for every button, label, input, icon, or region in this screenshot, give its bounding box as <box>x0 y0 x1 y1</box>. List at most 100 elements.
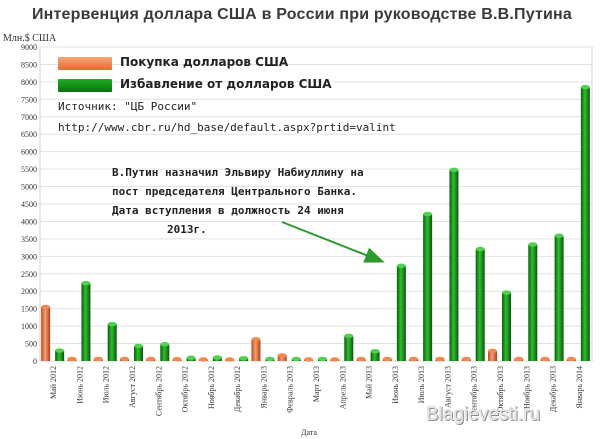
x-tick-label: Октябрь 2012 <box>181 366 190 412</box>
y-tick-label: 1500 <box>21 305 37 314</box>
x-tick-label: Июль 2012 <box>102 366 111 403</box>
x-tick-label: Май 2012 <box>49 366 58 399</box>
y-tick-label: 2500 <box>21 270 37 279</box>
bars <box>41 84 590 362</box>
bar-sell-2 <box>81 283 91 361</box>
bar-sell-13 <box>370 351 380 361</box>
legend-swatch-buy <box>58 57 112 70</box>
bar-cap-sell-11 <box>318 356 327 362</box>
x-axis-label: Дата <box>301 428 317 437</box>
bar-cap-buy-3 <box>93 356 103 362</box>
y-tick-label: 6500 <box>21 130 37 139</box>
bar-cap-sell-14 <box>396 263 406 268</box>
bar-cap-sell-9 <box>265 356 275 362</box>
legend-label-sell: Избавление от долларов США <box>120 77 332 91</box>
bar-cap-buy-4 <box>120 356 129 362</box>
bar-sell-19 <box>528 244 538 361</box>
y-tick-label: 5000 <box>21 183 37 192</box>
bar-cap-buy-15 <box>409 356 419 362</box>
x-tick-label: Март 2013 <box>312 366 321 402</box>
bar-cap-buy-13 <box>356 356 366 362</box>
watermark: Blagievesti.ru <box>426 404 541 425</box>
y-tick-label: 0 <box>33 357 37 366</box>
y-tick-label: 4000 <box>21 217 37 226</box>
bar-buy-10 <box>277 355 287 361</box>
x-tick-label: Февраль 2013 <box>286 366 295 413</box>
bar-sell-15 <box>423 214 433 361</box>
bar-cap-sell-20 <box>554 233 564 238</box>
x-tick-label: Июль 2013 <box>417 366 426 403</box>
bar-cap-sell-16 <box>449 167 459 173</box>
y-tick-label: 500 <box>25 340 37 349</box>
y-tick-label: 7500 <box>21 95 37 104</box>
x-tick-label: Ноябрь 2013 <box>522 366 531 409</box>
x-tick-label: Январь 2013 <box>259 366 268 409</box>
bar-sell-12 <box>344 335 354 361</box>
bar-sell-20 <box>554 235 564 361</box>
bar-cap-sell-8 <box>239 356 249 361</box>
x-tick-label: Август 2012 <box>128 366 137 408</box>
annotation-line-3: Дата вступления в должность 24 июня <box>112 204 344 217</box>
legend-swatch-sell <box>58 79 112 92</box>
bar-cap-sell-18 <box>502 290 511 295</box>
bar-sell-4 <box>134 345 143 361</box>
bar-sell-16 <box>449 169 459 361</box>
bar-cap-sell-7 <box>212 355 222 360</box>
bar-cap-sell-12 <box>344 333 354 339</box>
y-tick-labels: 0 500 1000 1500 2000 2500 3000 3500 4000 4500 5000… <box>21 43 37 366</box>
x-tick-label: Декабрь 2012 <box>233 366 242 412</box>
y-tick-label: 3500 <box>21 235 37 244</box>
bar-sell-3 <box>107 324 117 361</box>
bar-cap-sell-2 <box>81 280 91 286</box>
bar-cap-buy-21 <box>566 356 576 362</box>
bar-cap-sell-17 <box>475 246 485 252</box>
x-tick-label: Июнь 2012 <box>75 366 84 404</box>
bar-sell-5 <box>160 344 170 361</box>
bar-cap-buy-2 <box>67 356 77 362</box>
bar-cap-sell-5 <box>160 342 170 347</box>
annotation-line-4: 2013г. <box>167 223 207 236</box>
y-tick-label: 3000 <box>21 252 37 261</box>
x-tick-labels: Май 2012 Июнь 2012 Июль 2012 Август 2012 Сен… <box>49 366 584 416</box>
bar-cap-buy-14 <box>382 356 392 362</box>
bar-cap-buy-5 <box>146 356 156 362</box>
bar-cap-buy-12 <box>330 357 340 362</box>
y-tick-label: 2000 <box>21 287 37 296</box>
bar-cap-buy-11 <box>304 357 313 362</box>
bar-cap-sell-19 <box>528 242 538 247</box>
bar-cap-sell-13 <box>370 349 380 354</box>
y-tick-label: 9000 <box>21 43 37 52</box>
annotation-text: В.Путин назначил Эльвиру Набиуллину на п… <box>112 163 380 239</box>
x-tick-label: Сентябрь 2012 <box>154 366 163 416</box>
bar-cap-buy-9 <box>251 337 261 342</box>
source-label: Источник: "ЦБ России" <box>58 100 198 113</box>
bar-buy-9 <box>251 339 261 361</box>
bar-cap-buy-18 <box>488 348 497 354</box>
bar-cap-buy-6 <box>172 357 182 362</box>
bar-cap-buy-1 <box>41 304 51 310</box>
bar-cap-buy-10 <box>277 353 287 358</box>
x-tick-label: Апрель 2013 <box>338 366 347 409</box>
x-tick-label: Октябрь 2013 <box>496 366 505 412</box>
y-tick-label: 5500 <box>21 165 37 174</box>
bar-cap-buy-19 <box>514 356 524 362</box>
bar-sell-17 <box>475 249 485 361</box>
x-tick-label: Ноябрь 2012 <box>207 366 216 409</box>
bar-cap-sell-4 <box>134 343 143 349</box>
chart-title: Интервенция доллара США в России при рук… <box>31 6 573 23</box>
bar-sell-1 <box>55 350 65 361</box>
annotation-line-1: В.Путин назначил Эльвиру Набиуллину на <box>112 166 364 179</box>
x-tick-label: Август 2013 <box>443 366 452 408</box>
bar-cap-buy-17 <box>461 356 471 362</box>
bar-cap-sell-15 <box>423 211 433 217</box>
y-tick-label: 8000 <box>21 78 37 87</box>
bar-cap-buy-20 <box>540 356 550 362</box>
x-tick-label: Май 2013 <box>365 366 374 399</box>
y-tick-label: 7000 <box>21 113 37 122</box>
y-tick-label: 1000 <box>21 322 37 331</box>
annotation-arrow <box>281 221 385 263</box>
source-url: http://www.cbr.ru/hd_base/default.aspx?p… <box>58 121 396 134</box>
bar-cap-sell-3 <box>107 321 117 327</box>
